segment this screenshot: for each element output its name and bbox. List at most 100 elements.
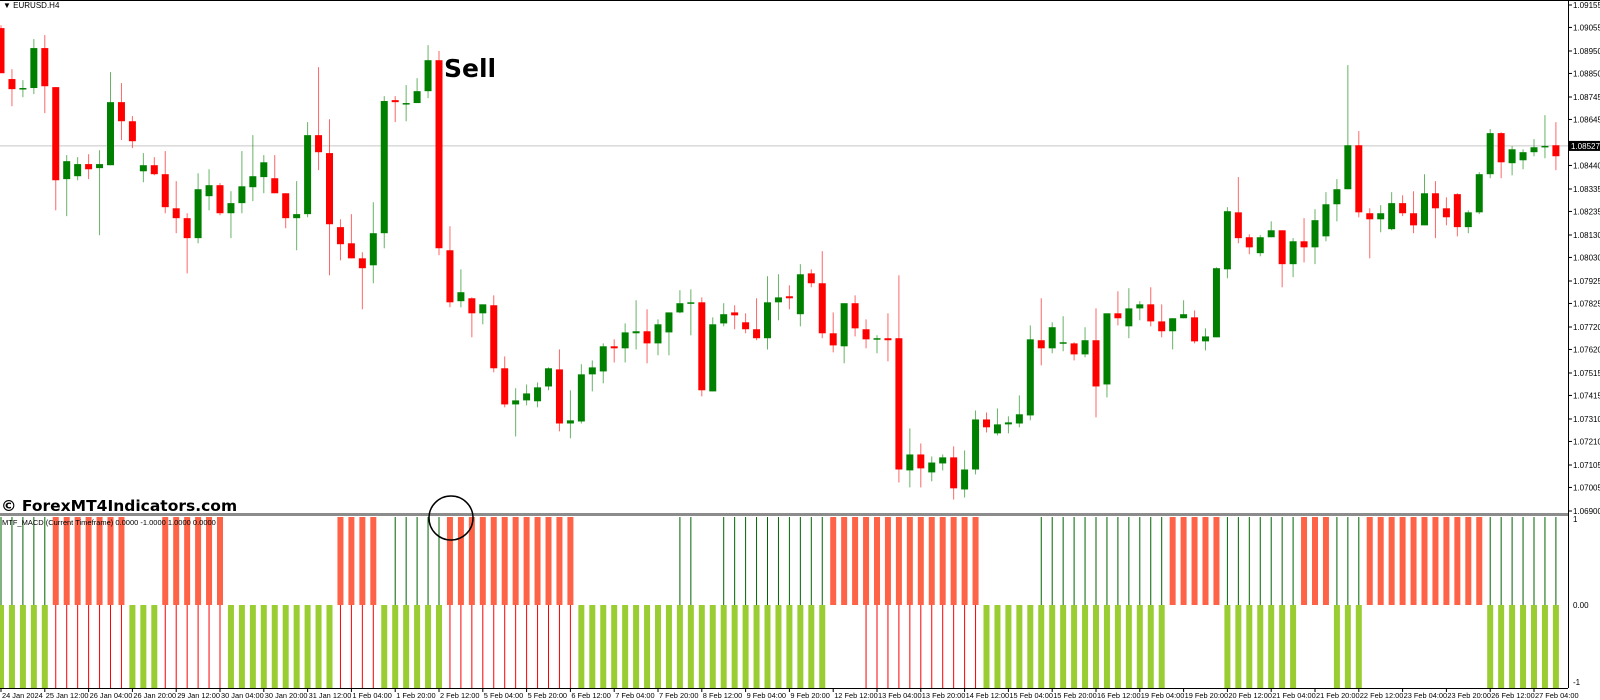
candle-body — [1508, 149, 1516, 164]
current-price-label: 1.08527 — [1571, 142, 1600, 151]
histogram-bar-upper — [370, 517, 377, 605]
candle-body — [30, 48, 38, 89]
histogram-bar-upper — [1301, 517, 1308, 605]
candle-body — [1037, 340, 1045, 349]
candle — [1223, 207, 1231, 279]
candle-body — [315, 135, 323, 153]
candle — [1147, 287, 1155, 327]
histogram-bar-lower — [41, 605, 48, 688]
time-tick-label: 9 Feb 20:00 — [790, 691, 829, 700]
candle — [216, 183, 224, 216]
candle-body — [961, 469, 969, 490]
histogram-bar-upper — [1432, 517, 1439, 605]
candle — [63, 155, 71, 217]
candle-body — [1223, 211, 1231, 270]
histogram-bar-lower — [1103, 605, 1110, 688]
histogram-bar-lower — [238, 605, 245, 688]
candle — [304, 122, 312, 218]
histogram-bar-lower — [808, 605, 815, 688]
price-tick-label: 1.07005 — [1573, 483, 1600, 492]
candle-body — [1004, 422, 1012, 425]
candle — [1311, 209, 1319, 265]
chart-title[interactable]: ▼ EURUSD.H4 — [3, 1, 59, 10]
candle-body — [238, 186, 246, 204]
candle-body — [709, 324, 717, 392]
candle — [654, 319, 662, 356]
price-tick-label: 1.08745 — [1573, 93, 1600, 102]
candle-body — [807, 273, 815, 284]
candle-body — [52, 87, 60, 181]
candle-body — [1202, 336, 1209, 342]
histogram-bar-lower — [1520, 605, 1527, 688]
candle — [1322, 192, 1330, 242]
histogram-bar-upper — [501, 517, 508, 605]
candle-body — [172, 208, 180, 219]
candle — [249, 135, 257, 202]
time-tick-label: 14 Feb 12:00 — [966, 691, 1010, 700]
histogram-bar-upper — [1443, 517, 1450, 605]
candle — [1158, 304, 1166, 338]
candle-body — [1344, 145, 1352, 190]
histogram-bar-upper — [928, 517, 935, 605]
candle — [796, 264, 804, 327]
histogram-bar-upper — [1191, 517, 1198, 605]
histogram-bar-lower — [797, 605, 804, 688]
candle — [1421, 174, 1428, 226]
pane-separator[interactable] — [0, 513, 1568, 516]
candle — [326, 119, 333, 276]
histogram-bar-lower — [742, 605, 749, 688]
price-tick-label: 1.07825 — [1573, 299, 1600, 308]
histogram-bar-lower — [819, 605, 826, 688]
price-tick-label: 1.09055 — [1573, 23, 1600, 32]
histogram-bar-lower — [326, 605, 333, 688]
histogram-bar-lower — [665, 605, 672, 688]
histogram-bar-lower — [249, 605, 256, 688]
candle-body — [1541, 145, 1549, 148]
watermark-logo: © ForexMT4Indicators.com — [1, 497, 238, 515]
histogram-bar-lower — [1049, 605, 1056, 688]
candle — [1530, 139, 1538, 157]
price-tick-label: 1.08335 — [1573, 185, 1600, 194]
candle-body — [785, 296, 793, 299]
candle-body — [1092, 340, 1100, 387]
candle-body — [654, 324, 662, 344]
candle-body — [0, 28, 5, 74]
candle — [753, 298, 761, 341]
histogram-bar-lower — [315, 605, 322, 688]
triangle-down-icon[interactable]: ▼ — [3, 1, 11, 10]
histogram-bar-upper — [195, 517, 202, 605]
candle-body — [183, 218, 191, 239]
candle-body — [588, 367, 596, 375]
histogram-bar-upper — [830, 517, 837, 605]
candle-body — [1552, 145, 1560, 157]
histogram-bar-lower — [260, 605, 267, 688]
candle — [785, 285, 793, 310]
candle — [1519, 149, 1527, 170]
histogram-bar-upper — [457, 517, 464, 605]
candle-body — [1421, 193, 1428, 226]
indicator-axis: 1 0.00 -1 — [1573, 515, 1589, 687]
candle-body — [512, 400, 520, 405]
histogram-bar-upper — [895, 517, 902, 605]
candle — [336, 219, 344, 261]
candle — [1475, 172, 1483, 215]
candle — [271, 155, 279, 194]
candle — [1289, 238, 1297, 278]
histogram-bar-lower — [403, 605, 410, 688]
candle — [52, 87, 60, 211]
candle — [1344, 65, 1352, 190]
candle — [1300, 218, 1308, 263]
candle — [8, 69, 16, 107]
histogram-bar-lower — [676, 605, 683, 688]
candle-body — [1519, 152, 1527, 161]
candle-body — [983, 419, 990, 428]
histogram-bar-lower — [1344, 605, 1351, 688]
histogram-bar-upper — [1421, 517, 1428, 605]
histogram-bar-lower — [1005, 605, 1012, 688]
current-price-badge — [1569, 140, 1600, 151]
price-tick-label: 1.09155 — [1573, 1, 1600, 10]
candle-body — [150, 165, 158, 175]
candle-body — [555, 369, 563, 424]
candle-body — [1114, 313, 1122, 319]
histogram-bar-lower — [1552, 605, 1559, 688]
